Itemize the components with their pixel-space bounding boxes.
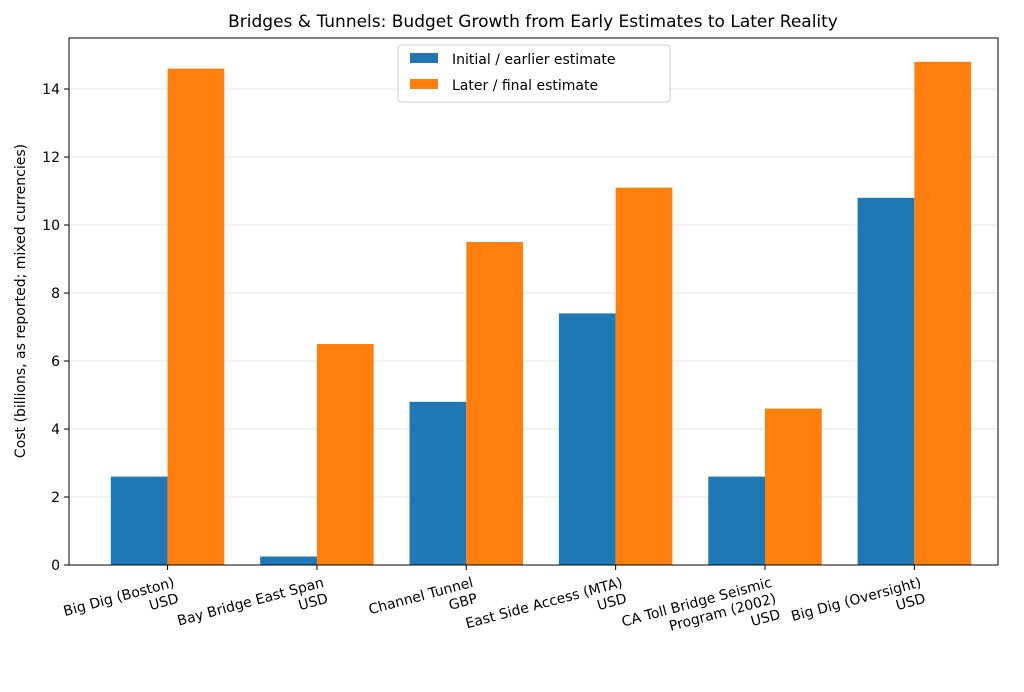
x-tick-label: East Side Access (MTA)USD (464, 575, 629, 632)
bar-initial (409, 401, 467, 565)
x-tick-label-line: USD (596, 591, 629, 614)
legend-label: Initial / earlier estimate (452, 52, 616, 68)
y-axis-label: Cost (billions, as reported; mixed curre… (13, 144, 29, 458)
legend-label: Later / final estimate (452, 78, 598, 94)
bar-final (466, 242, 524, 565)
x-tick-label-line: USD (147, 591, 180, 614)
y-tick-label: 4 (51, 422, 60, 438)
bar-final (914, 61, 972, 566)
chart-title: Bridges & Tunnels: Budget Growth from Ea… (228, 12, 838, 32)
bar-initial (708, 476, 766, 565)
y-tick-label: 10 (42, 218, 60, 234)
legend-swatch (410, 53, 438, 63)
y-tick-label: 0 (51, 558, 60, 574)
x-tick-label: Big Dig (Boston)USD (62, 575, 181, 620)
x-tick-label-line: USD (749, 607, 782, 630)
bar-final (615, 187, 673, 565)
legend-box (397, 44, 671, 103)
legend-swatch (410, 79, 438, 89)
bar-final (316, 344, 374, 565)
x-tick-label-line: USD (894, 591, 927, 614)
y-tick-label: 8 (51, 286, 60, 302)
y-tick-label: 14 (42, 82, 60, 98)
x-tick-label-line: GBP (447, 591, 479, 614)
bar-initial (558, 313, 616, 565)
bar-initial (110, 476, 168, 565)
bar-initial (260, 556, 317, 565)
bar-initial (857, 197, 915, 566)
bar-final (167, 68, 225, 565)
x-tick-label-line: USD (297, 591, 330, 614)
x-tick-label: Big Dig (Oversight)USD (790, 575, 928, 625)
plot-frame (68, 37, 999, 566)
y-tick-label: 12 (42, 150, 60, 166)
y-tick-label: 6 (51, 354, 60, 370)
y-tick-label: 2 (51, 490, 60, 506)
legend: Initial / earlier estimate Later / final … (397, 44, 671, 103)
bar-final (765, 408, 822, 565)
